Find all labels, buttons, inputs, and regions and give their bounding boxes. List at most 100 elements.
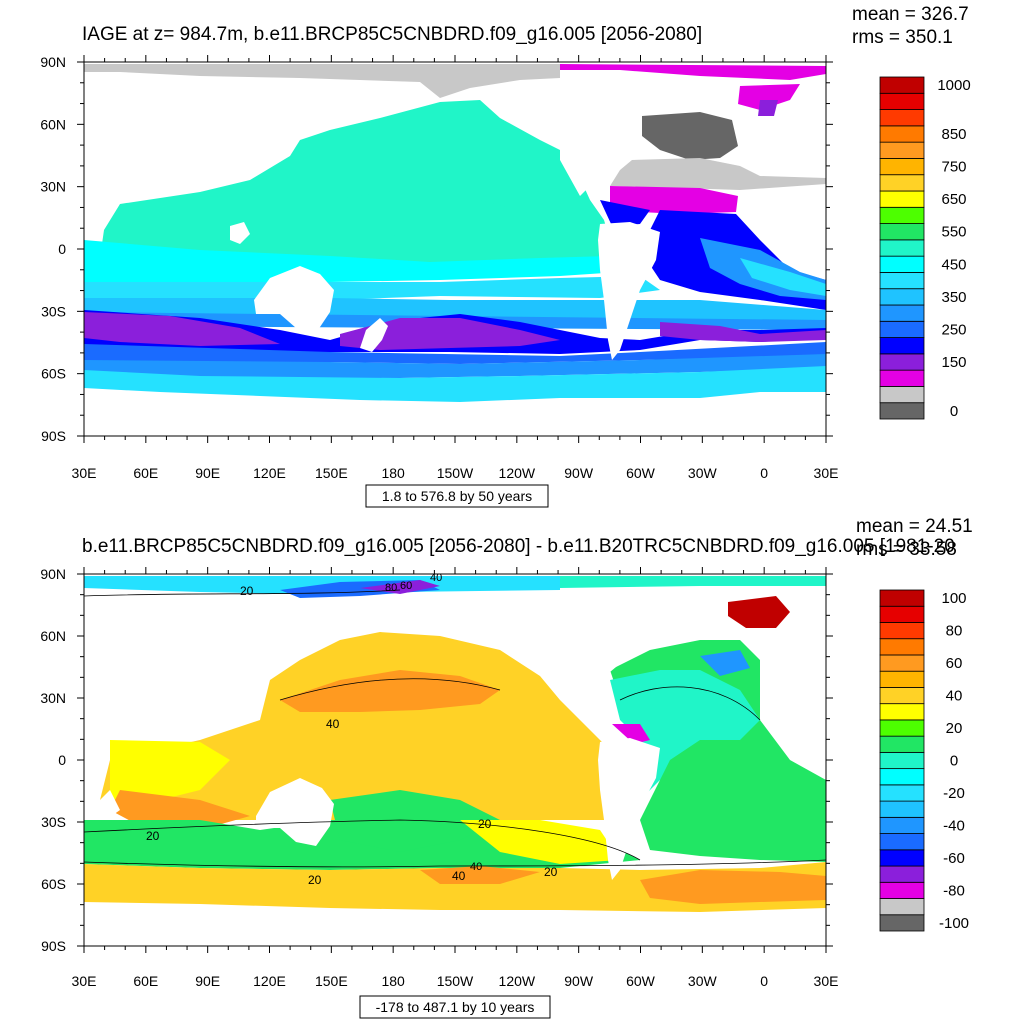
colorbar-swatch bbox=[879, 288, 925, 306]
lat-tick-label: 30S bbox=[41, 814, 66, 830]
colorbar-swatch bbox=[879, 800, 925, 818]
colorbar-swatch bbox=[879, 125, 925, 143]
colorbar-swatch bbox=[879, 304, 925, 322]
colorbar-label: 100 bbox=[941, 590, 966, 607]
range-label: 1.8 to 576.8 by 50 years bbox=[382, 488, 532, 504]
lon-tick-label: 30W bbox=[688, 465, 718, 481]
lon-tick-label: 0 bbox=[760, 973, 768, 989]
colorbar-swatch bbox=[879, 816, 925, 834]
colorbar-label: 850 bbox=[941, 126, 966, 143]
colorbar-swatch bbox=[879, 654, 925, 672]
lon-tick-label: 30E bbox=[72, 973, 97, 989]
colorbar-label: 550 bbox=[941, 224, 966, 241]
lat-tick-label: 0 bbox=[58, 752, 66, 768]
lat-tick-label: 60S bbox=[41, 366, 66, 382]
lon-tick-label: 0 bbox=[760, 465, 768, 481]
colorbar-swatch bbox=[879, 353, 925, 371]
lon-tick-label: 120W bbox=[499, 973, 536, 989]
lon-tick-label: 90E bbox=[195, 973, 220, 989]
colorbar-swatch bbox=[879, 206, 925, 224]
colorbar-swatch bbox=[879, 337, 925, 355]
contour-label: 40 bbox=[326, 717, 340, 731]
lon-tick-label: 150W bbox=[437, 973, 474, 989]
colorbar-swatch bbox=[879, 784, 925, 802]
contour-label: 20 bbox=[308, 873, 322, 887]
colorbar-label: 650 bbox=[941, 191, 966, 208]
colorbar-swatch bbox=[879, 386, 925, 404]
panel-title: b.e11.BRCP85C5CNBDRD.f09_g16.005 [2056-2… bbox=[82, 536, 955, 557]
lon-tick-label: 150W bbox=[437, 465, 474, 481]
colorbar-swatch bbox=[879, 174, 925, 192]
colorbar-swatch bbox=[879, 589, 925, 607]
colorbar-swatch bbox=[879, 158, 925, 176]
colorbar-swatch bbox=[879, 223, 925, 241]
colorbar-label: 250 bbox=[941, 321, 966, 338]
lat-tick-label: 0 bbox=[58, 241, 66, 257]
colorbar-swatch bbox=[879, 369, 925, 387]
lon-tick-label: 90W bbox=[564, 465, 594, 481]
colorbar-swatch bbox=[879, 92, 925, 110]
lat-tick-label: 30N bbox=[40, 179, 66, 195]
colorbar-label: 60 bbox=[946, 655, 963, 672]
colorbar-swatch bbox=[879, 898, 925, 916]
lat-tick-label: 60N bbox=[40, 628, 66, 644]
colorbar-label: -60 bbox=[943, 850, 965, 867]
contour-label: 40 bbox=[470, 861, 482, 873]
colorbar-swatch bbox=[879, 865, 925, 883]
lon-tick-label: 60W bbox=[626, 973, 656, 989]
contour-label: 80 bbox=[385, 582, 397, 594]
lon-tick-label: 60E bbox=[133, 973, 158, 989]
contour-label: 20 bbox=[146, 829, 160, 843]
rms-label: rms = 33.58 bbox=[856, 539, 957, 560]
colorbar-swatch bbox=[879, 605, 925, 623]
lon-tick-label: 150E bbox=[315, 465, 348, 481]
panel-top: IAGE at z= 984.7m, b.e11.BRCP85C5CNBDRD.… bbox=[40, 4, 971, 508]
colorbar: 1000 850 750 650 550 450 350 250 150 0 bbox=[879, 76, 971, 420]
lon-tick-label: 30E bbox=[814, 465, 839, 481]
contour-label: 40 bbox=[452, 869, 466, 883]
colorbar-swatch bbox=[879, 320, 925, 338]
lon-tick-label: 120W bbox=[499, 465, 536, 481]
colorbar-swatch bbox=[879, 402, 925, 420]
lon-tick-label: 120E bbox=[253, 465, 286, 481]
mean-label: mean = 326.7 bbox=[852, 4, 969, 25]
colorbar-swatch bbox=[879, 141, 925, 159]
colorbar-swatch bbox=[879, 768, 925, 786]
range-label: -178 to 487.1 by 10 years bbox=[376, 999, 535, 1015]
map-field bbox=[84, 574, 826, 946]
lat-tick-label: 90N bbox=[40, 566, 66, 582]
lon-tick-label: 90W bbox=[564, 973, 594, 989]
range-box bbox=[359, 995, 551, 1019]
lat-tick-label: 30S bbox=[41, 303, 66, 319]
colorbar-swatch bbox=[879, 849, 925, 867]
map-axes: 30E 60E 90E 120E 150E 180 150W 120W 90W 60W 30W 0 30… bbox=[40, 54, 838, 481]
colorbar-swatch bbox=[879, 670, 925, 688]
colorbar-label: 20 bbox=[946, 720, 963, 737]
mean-label: mean = 24.51 bbox=[856, 516, 973, 537]
contour-label: 20 bbox=[240, 584, 254, 598]
colorbar-label: -80 bbox=[943, 882, 965, 899]
colorbar-swatch bbox=[879, 622, 925, 640]
colorbar-swatch bbox=[879, 703, 925, 721]
lon-tick-label: 150E bbox=[315, 973, 348, 989]
lat-tick-label: 60S bbox=[41, 876, 66, 892]
map-field bbox=[84, 62, 826, 436]
map-axes: 30E 60E 90E 120E 150E 180 150W 120W 90W 60W 30W 0 30… bbox=[40, 566, 838, 989]
colorbar-swatch bbox=[879, 687, 925, 705]
colorbar-label: 450 bbox=[941, 256, 966, 273]
lat-tick-label: 60N bbox=[40, 116, 66, 132]
colorbar-label: 0 bbox=[950, 753, 958, 770]
contour-label: 60 bbox=[400, 580, 412, 592]
colorbar-label: 150 bbox=[941, 354, 966, 371]
lon-tick-label: 120E bbox=[253, 973, 286, 989]
colorbar-swatch bbox=[879, 914, 925, 932]
colorbar-swatch bbox=[879, 735, 925, 753]
colorbar-label: -100 bbox=[939, 915, 969, 932]
colorbar-label: 0 bbox=[950, 403, 958, 420]
panel-bottom: b.e11.BRCP85C5CNBDRD.f09_g16.005 [2056-2… bbox=[40, 516, 973, 1019]
colorbar-label: 750 bbox=[941, 159, 966, 176]
lon-tick-label: 60W bbox=[626, 465, 656, 481]
colorbar-label: -40 bbox=[943, 817, 965, 834]
colorbar-swatch bbox=[879, 190, 925, 208]
